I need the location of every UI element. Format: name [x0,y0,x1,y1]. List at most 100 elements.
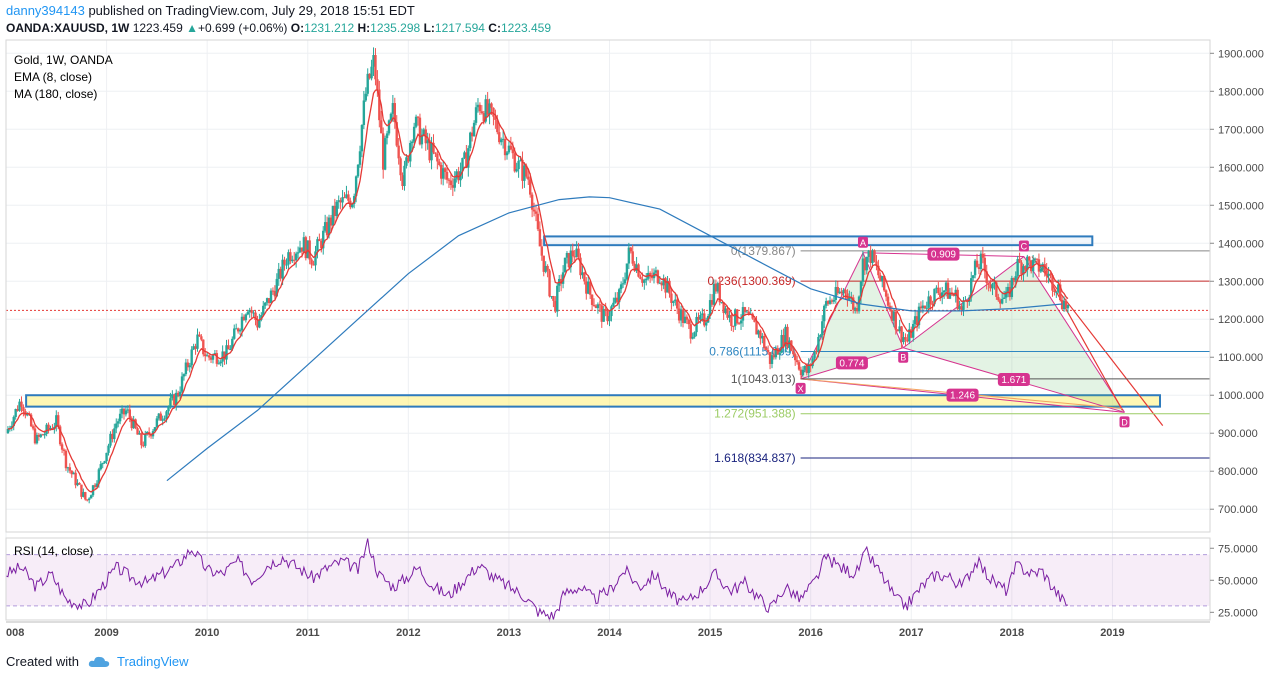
candle-body [494,116,497,120]
candle-body [293,259,296,261]
candle-body [78,482,81,485]
candle-body [685,316,689,320]
candle-body [240,316,244,331]
ma-line-path [166,196,1063,482]
candle-body [397,145,400,159]
candle-body [440,164,443,179]
candle-body [87,498,91,500]
candle-body [755,322,758,335]
candle-body [929,296,932,305]
candle-body [209,357,213,360]
candle-body [910,329,913,338]
candle-body [672,301,675,303]
candle-body [323,222,327,231]
candle-body [567,253,571,268]
candle-body [60,444,64,450]
candle-body [265,298,269,303]
last-price: 1223.459 [132,21,183,35]
candle-body [546,265,549,271]
candle-body [1028,256,1031,261]
time-tick-label: 2017 [899,627,923,639]
candle-body [20,401,23,407]
candle-body [529,179,532,195]
candle-body [411,141,414,143]
candle-body [1064,300,1068,309]
candle-body [654,270,658,273]
candle-body [691,336,694,339]
candle-body [58,426,62,445]
candle-body [501,138,505,140]
candle-body [687,319,691,325]
candle-body [314,251,317,266]
candle-body [525,165,528,177]
candle-body [165,411,168,419]
candle-body [803,365,807,370]
candle-body [956,289,959,309]
candle-body [229,349,232,351]
candle-body [569,250,573,268]
candle-body [900,326,903,343]
time-tick-label: 2019 [1100,627,1124,639]
candle-body [1000,298,1004,304]
candle-body [869,250,872,263]
candle-body [198,334,201,337]
candle-body [244,314,248,321]
candle-body [606,310,609,322]
candle-body [819,335,822,337]
candle-body [248,310,251,313]
harmonic-leg [1023,256,1125,413]
candle-body [432,142,435,153]
candle-body [281,259,284,279]
candle-body [370,66,373,79]
candle-body [983,257,986,272]
rsi-tick-label: 50.0000 [1218,575,1258,587]
candle-body [322,230,325,249]
sr-zone [25,394,1162,408]
candle-body [519,159,522,161]
candle-body [356,164,360,177]
candle-body [391,103,395,114]
candle-body [12,416,15,427]
candle-body [70,470,73,475]
candle-body [285,264,288,266]
candle-body [1004,291,1008,298]
candle-body [407,157,410,162]
candle-body [74,472,77,486]
rsi-legend: RSI (14, close) [14,544,93,558]
candle-body [308,240,311,260]
candle-body [176,392,180,396]
candle-body [828,300,832,304]
candle-body [534,211,538,214]
tradingview-link[interactable]: TradingView [116,654,189,669]
candle-body [68,467,72,471]
candle-body [95,483,99,487]
candle-body [588,281,592,295]
author-link[interactable]: danny394143 [6,3,85,18]
candle-body [368,73,371,79]
fib-level-label: 1.618(834.837) [714,451,795,465]
candle-body [734,309,737,327]
candle-body [211,354,215,360]
ema-line [7,89,1069,493]
candle-body [291,259,294,262]
candle-body [708,300,712,316]
footer: Created with TradingView [6,654,189,669]
candle-body [10,426,14,429]
candle-body [482,113,485,122]
candle-body [327,217,331,236]
candle-body [931,304,934,306]
candle-body [1039,268,1043,272]
candle-body [256,320,259,328]
candle-body [72,472,75,475]
candle-body [14,409,17,417]
candle-body [521,159,524,181]
projection-line [1041,265,1124,411]
candle-body [540,246,544,256]
candle-body [335,201,338,216]
candle-body [453,178,456,188]
candle-body [997,296,1000,301]
candle-body [192,346,195,350]
candle-body [650,275,654,279]
low-value: 1217.594 [434,21,485,35]
